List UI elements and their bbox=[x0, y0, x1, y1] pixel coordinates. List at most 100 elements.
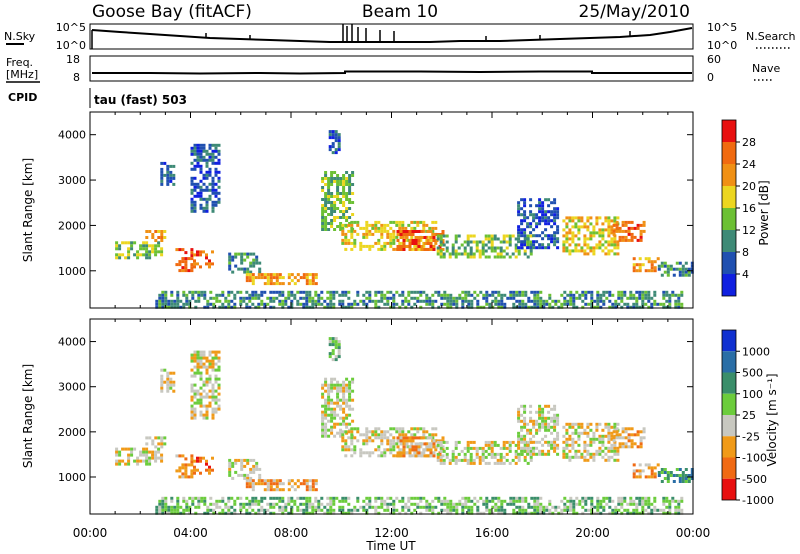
velocity-cell-r14 bbox=[601, 440, 605, 444]
power-cell-r7 bbox=[329, 296, 333, 300]
power-cell-r13 bbox=[541, 246, 545, 250]
power-cell-r7 bbox=[650, 296, 654, 300]
power-cell-r5 bbox=[217, 185, 221, 189]
power-cell-r10 bbox=[422, 229, 426, 233]
x-tick-label: 16:00 bbox=[475, 526, 510, 540]
velocity-cell-r7 bbox=[521, 499, 525, 503]
velocity-cell-r13 bbox=[520, 437, 524, 441]
velocity-cell-r10 bbox=[410, 442, 414, 446]
power-cell-r14 bbox=[565, 240, 569, 244]
velocity-cell-r13 bbox=[535, 431, 539, 435]
power-cell-r7 bbox=[530, 290, 534, 294]
velocity-cell-r7 bbox=[245, 502, 249, 506]
power-cell-r17 bbox=[669, 267, 673, 271]
power-cell-r17 bbox=[684, 267, 688, 271]
velocity-cell-r14 bbox=[574, 452, 578, 456]
power-cell-r7 bbox=[608, 305, 612, 309]
power-cell-r17 bbox=[681, 270, 685, 274]
power-cell-r11 bbox=[402, 242, 406, 245]
velocity-cell-r13 bbox=[538, 449, 542, 453]
power-cell-r7 bbox=[590, 296, 594, 300]
velocity-cell-r14 bbox=[565, 422, 569, 426]
power-cell-r10 bbox=[383, 247, 387, 251]
power-cell-r5 bbox=[217, 200, 221, 204]
velocity-cell-r9 bbox=[339, 407, 343, 411]
velocity-cell-r10 bbox=[422, 451, 426, 455]
velocity-cell-r5 bbox=[205, 371, 209, 375]
velocity-cell-r14 bbox=[583, 449, 587, 453]
velocity-cell-r7 bbox=[305, 502, 309, 506]
power-cell-r12 bbox=[436, 237, 440, 241]
power-cell-r7 bbox=[572, 302, 576, 306]
power-cell-r14 bbox=[571, 231, 575, 235]
power-cell-r18 bbox=[331, 145, 335, 149]
power-cell-r6 bbox=[228, 252, 232, 256]
velocity-cell-r7 bbox=[653, 496, 657, 500]
velocity-cell-r14 bbox=[586, 434, 590, 438]
velocity-cell-r5 bbox=[214, 389, 218, 393]
power-cell-r7 bbox=[434, 290, 438, 294]
velocity-cell-r6 bbox=[255, 467, 259, 471]
velocity-cell-r9 bbox=[333, 410, 337, 414]
power-cell-r7 bbox=[188, 299, 192, 303]
power-cell-r7 bbox=[584, 293, 588, 297]
power-cell-r13 bbox=[547, 216, 551, 220]
velocity-cell-r5 bbox=[199, 395, 203, 399]
velocity-cell-r9 bbox=[330, 398, 334, 402]
power-cell-r7 bbox=[431, 302, 435, 306]
velocity-cell-r12 bbox=[457, 452, 461, 456]
velocity-cell-r5 bbox=[199, 362, 203, 366]
velocity-cell-r13 bbox=[553, 404, 557, 408]
power-scale-label: Power [dB] bbox=[757, 180, 771, 245]
velocity-cell-r7 bbox=[500, 505, 504, 509]
velocity-cell-r8 bbox=[278, 479, 282, 483]
power-cell-r13 bbox=[526, 246, 530, 250]
velocity-cell-r3 bbox=[190, 463, 194, 467]
velocity-cell-r13 bbox=[553, 443, 557, 447]
power-cell-r7 bbox=[209, 302, 213, 306]
velocity-cell-r4 bbox=[196, 459, 199, 463]
power-cell-r12 bbox=[463, 249, 467, 253]
power-cell-r7 bbox=[176, 296, 180, 300]
velocity-cell-r7 bbox=[629, 499, 633, 503]
velocity-cell-r7 bbox=[623, 508, 627, 512]
power-cell-r7 bbox=[548, 293, 552, 297]
power-cell-r7 bbox=[590, 290, 594, 294]
power-cell-r7 bbox=[179, 299, 183, 303]
power-cell-r7 bbox=[275, 296, 279, 300]
power-cell-r10 bbox=[377, 238, 381, 242]
power-cell-r7 bbox=[248, 299, 252, 303]
velocity-cell-r12 bbox=[505, 446, 509, 450]
power-cell-r7 bbox=[572, 296, 576, 300]
power-cell-r13 bbox=[556, 240, 560, 244]
power-cell-r13 bbox=[535, 225, 539, 229]
velocity-cell-r9 bbox=[333, 413, 337, 417]
velocity-cell-r11 bbox=[423, 454, 427, 458]
power-cell-r9 bbox=[339, 192, 343, 195]
power-cell-r10 bbox=[410, 226, 414, 230]
power-cell-r5 bbox=[193, 194, 197, 198]
power-cell-r5 bbox=[190, 161, 194, 165]
velocity-cell-r12 bbox=[478, 458, 482, 462]
velocity-cell-r7 bbox=[179, 511, 183, 515]
velocity-cell-r10 bbox=[350, 433, 354, 437]
power-cell-r7 bbox=[455, 305, 459, 309]
power-cell-r9 bbox=[336, 198, 340, 201]
velocity-cell-r13 bbox=[544, 404, 548, 408]
power-cell-r8 bbox=[302, 276, 306, 280]
velocity-cell-r14 bbox=[604, 458, 608, 462]
velocity-cell-r10 bbox=[353, 451, 357, 455]
velocity-cell-r7 bbox=[512, 499, 516, 503]
power-cell-r7 bbox=[299, 302, 303, 306]
velocity-cell-r10 bbox=[362, 433, 366, 437]
power-cell-r12 bbox=[436, 249, 440, 253]
power-cell-r9 bbox=[342, 183, 346, 186]
power-cell-r7 bbox=[308, 296, 312, 300]
power-cell-r13 bbox=[553, 201, 557, 205]
velocity-cell-r7 bbox=[329, 508, 333, 512]
power-cell-r10 bbox=[389, 241, 393, 245]
velocity-cell-r7 bbox=[512, 508, 516, 512]
velocity-cell-r7 bbox=[368, 502, 372, 506]
velocity-cell-r17 bbox=[687, 480, 691, 483]
